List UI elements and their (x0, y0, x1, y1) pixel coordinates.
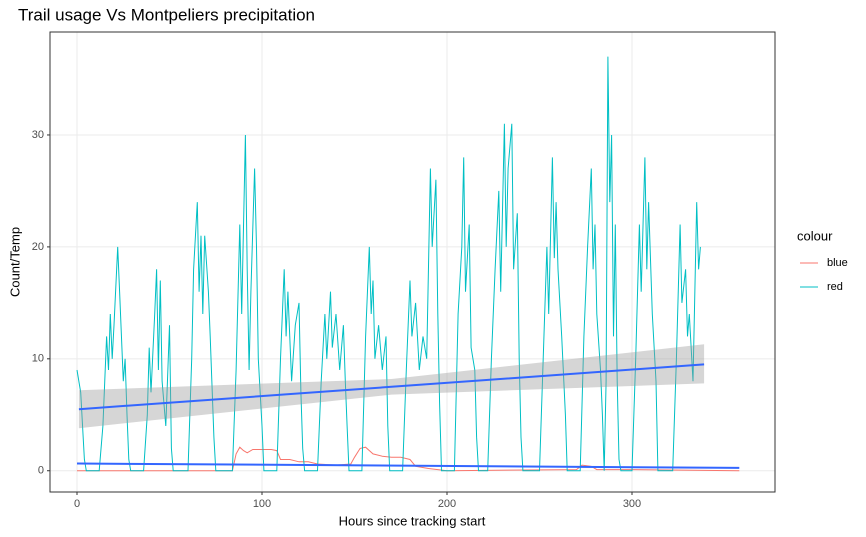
y-tick-label: 20 (32, 241, 44, 253)
x-tick-label: 0 (74, 498, 80, 510)
legend-title: colour (797, 228, 833, 243)
y-tick-label: 10 (32, 353, 44, 365)
smooth-line (76, 462, 740, 469)
x-tick-label: 300 (623, 498, 641, 510)
x-tick-label: 100 (253, 498, 271, 510)
data-line (77, 446, 740, 472)
legend-label: red (827, 281, 843, 293)
legend-label: blue (827, 257, 848, 269)
x-axis-title: Hours since tracking start (339, 513, 486, 528)
panel-border (49, 31, 776, 493)
y-tick-label: 0 (38, 465, 44, 477)
x-tick-label: 200 (438, 498, 456, 510)
smooth-line (78, 363, 705, 411)
chart-title: Trail usage Vs Montpeliers precipitation (18, 5, 315, 24)
y-tick-label: 30 (32, 129, 44, 141)
y-axis-title: Count/Temp (7, 227, 22, 297)
